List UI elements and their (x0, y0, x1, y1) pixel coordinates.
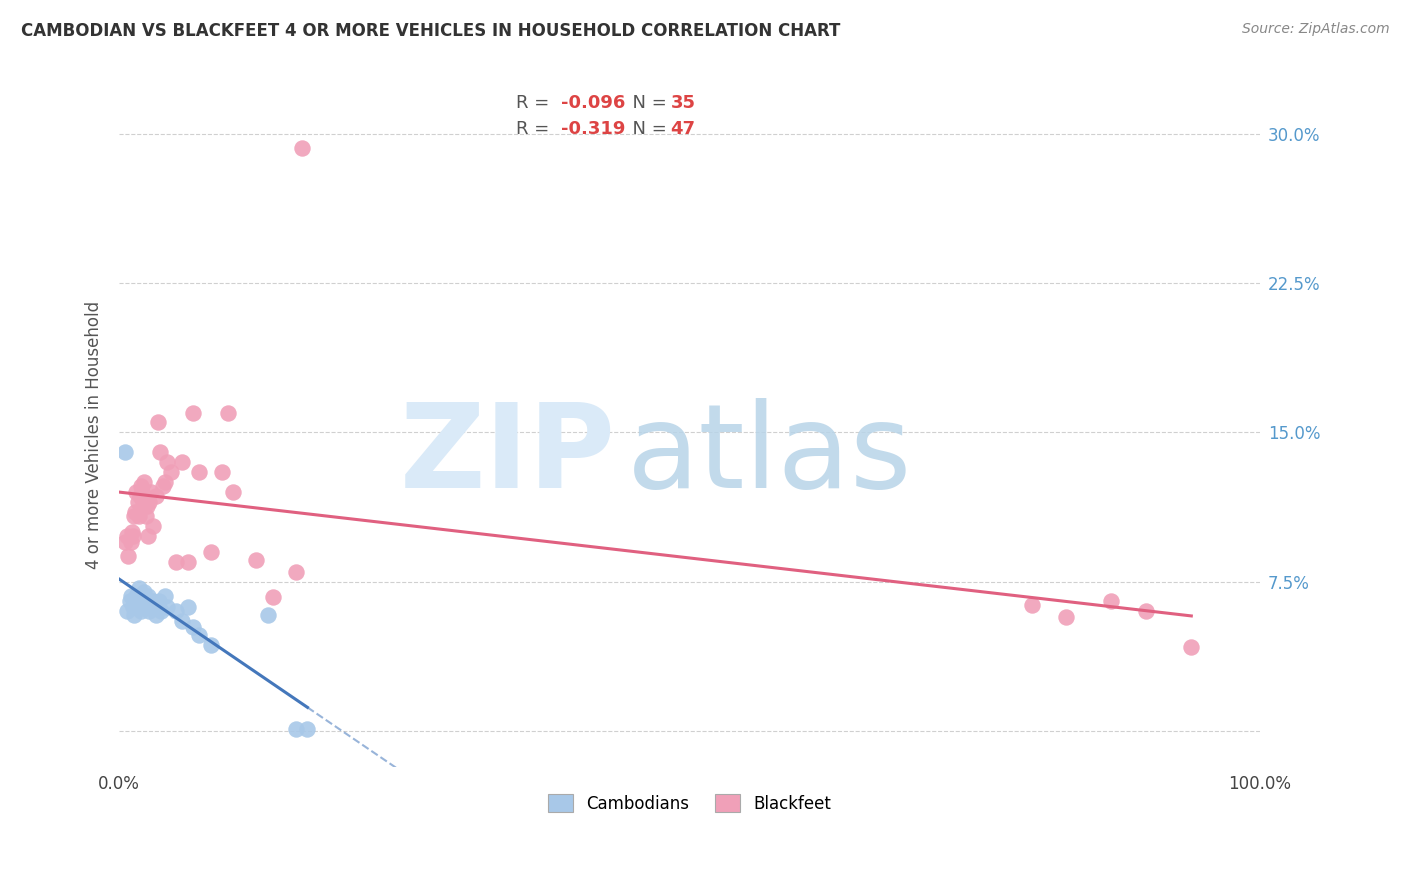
Point (129, 604, 152, 618)
Point (141, 600, 163, 615)
Point (148, 594, 170, 608)
Text: CAMBODIAN VS BLACKFEET 4 OR MORE VEHICLES IN HOUSEHOLD CORRELATION CHART: CAMBODIAN VS BLACKFEET 4 OR MORE VEHICLE… (21, 22, 841, 40)
Point (122, 608, 145, 623)
Point (153, 475, 176, 489)
Point (176, 555, 198, 569)
Point (132, 589, 155, 603)
Point (127, 495, 149, 509)
Point (285, 722, 308, 736)
Text: -0.319: -0.319 (561, 120, 626, 137)
Point (188, 465, 211, 479)
Point (245, 552, 267, 566)
Point (118, 594, 141, 608)
Text: 35: 35 (671, 94, 696, 112)
Point (145, 608, 167, 623)
Point (1054, 610, 1077, 624)
Point (117, 604, 139, 618)
Point (183, 620, 205, 634)
Point (138, 604, 160, 618)
Point (222, 485, 245, 500)
Point (134, 475, 156, 489)
Point (165, 555, 187, 569)
Point (128, 508, 150, 523)
Point (131, 599, 153, 613)
Point (183, 405, 205, 419)
Point (124, 505, 146, 519)
Point (129, 479, 152, 493)
Point (200, 545, 222, 559)
Point (1021, 599, 1043, 613)
Point (128, 581, 150, 595)
Text: R =: R = (516, 94, 555, 112)
Point (135, 600, 157, 615)
Point (142, 594, 165, 608)
Point (145, 489, 167, 503)
Text: atlas: atlas (627, 398, 912, 513)
Point (152, 479, 174, 493)
Point (114, 534, 136, 549)
Point (156, 600, 179, 615)
Text: R =: R = (516, 120, 561, 137)
Point (136, 529, 159, 543)
Point (165, 604, 187, 618)
Point (134, 594, 156, 608)
Text: Source: ZipAtlas.com: Source: ZipAtlas.com (1241, 22, 1389, 37)
Point (297, 722, 319, 736)
Legend: Cambodians, Blackfeet: Cambodians, Blackfeet (540, 786, 839, 822)
Point (114, 445, 136, 459)
Point (125, 599, 148, 613)
Point (134, 508, 156, 523)
Point (122, 508, 145, 523)
Point (170, 615, 193, 629)
Point (291, 141, 314, 155)
Point (170, 455, 193, 469)
Y-axis label: 4 or more Vehicles in Household: 4 or more Vehicles in Household (86, 301, 103, 569)
Point (138, 495, 160, 509)
Point (135, 499, 157, 513)
Point (134, 584, 156, 599)
Point (159, 465, 181, 479)
Text: N =: N = (621, 94, 673, 112)
Point (1135, 604, 1157, 618)
Point (141, 485, 163, 500)
Text: 47: 47 (671, 120, 696, 137)
Point (256, 608, 278, 623)
Point (156, 455, 179, 469)
Point (142, 519, 165, 533)
Point (122, 529, 145, 543)
Point (128, 489, 150, 503)
Point (125, 485, 148, 500)
Point (117, 529, 139, 543)
Point (117, 549, 139, 563)
Text: ZIP: ZIP (399, 398, 616, 513)
Point (200, 638, 222, 652)
Point (211, 465, 233, 479)
Point (122, 600, 145, 615)
Point (217, 405, 239, 419)
Point (132, 495, 155, 509)
Point (125, 589, 148, 603)
Text: N =: N = (621, 120, 673, 137)
Point (150, 604, 173, 618)
Point (136, 589, 159, 603)
Point (149, 445, 172, 459)
Point (120, 589, 142, 603)
Point (120, 534, 142, 549)
Point (131, 485, 153, 500)
Point (121, 524, 143, 539)
Point (1101, 594, 1123, 608)
Point (1180, 640, 1202, 655)
Point (285, 565, 308, 579)
Point (146, 416, 169, 430)
Point (262, 591, 284, 605)
Point (176, 600, 198, 615)
Point (139, 599, 162, 613)
Point (128, 594, 150, 608)
Point (188, 628, 211, 642)
Text: -0.096: -0.096 (561, 94, 626, 112)
Point (153, 589, 176, 603)
